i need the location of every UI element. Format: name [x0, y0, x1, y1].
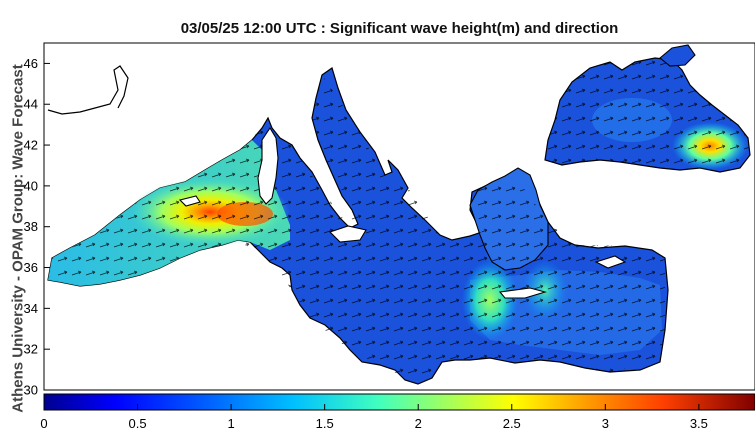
y-tick-label: 32 — [24, 342, 38, 357]
y-tick-label: 34 — [24, 301, 38, 316]
colorbar-tick-label: 1 — [227, 416, 234, 431]
y-tick-label: 44 — [24, 97, 38, 112]
y-tick-label: 40 — [24, 178, 38, 193]
y-tick-label: 36 — [24, 260, 38, 275]
map-title: 03/05/25 12:00 UTC : Significant wave he… — [180, 20, 619, 37]
colorbar-tick-label: 3 — [602, 416, 609, 431]
sicily — [328, 225, 367, 243]
cyprus — [594, 255, 627, 269]
colorbar-tick-label: 3.5 — [690, 416, 708, 431]
colorbar-tick-label: 2.5 — [503, 416, 521, 431]
colorbar-tick-label: 0.5 — [129, 416, 147, 431]
crete — [498, 287, 548, 299]
y-tick-label: 38 — [24, 219, 38, 234]
y-axis-ticks: 30 32 34 36 38 40 42 44 46 — [24, 56, 50, 398]
colorbar-gradient — [43, 393, 755, 411]
colorbar-tick-label: 1.5 — [316, 416, 334, 431]
balearic — [178, 195, 201, 207]
atlantic-coastline — [47, 65, 129, 115]
colorbar-tick-label: 2 — [415, 416, 422, 431]
colorbar — [43, 393, 755, 411]
colorbar-tick-label: 0 — [40, 416, 47, 431]
corsica-sardinia — [257, 126, 279, 205]
y-tick-label: 30 — [24, 383, 38, 398]
colorbar-ticks: 0 0.5 1 1.5 2 2.5 3 3.5 — [40, 404, 708, 431]
y-tick-label: 46 — [24, 56, 38, 71]
y-tick-label: 42 — [24, 138, 38, 153]
black-sea — [544, 44, 751, 173]
islands — [178, 126, 627, 299]
